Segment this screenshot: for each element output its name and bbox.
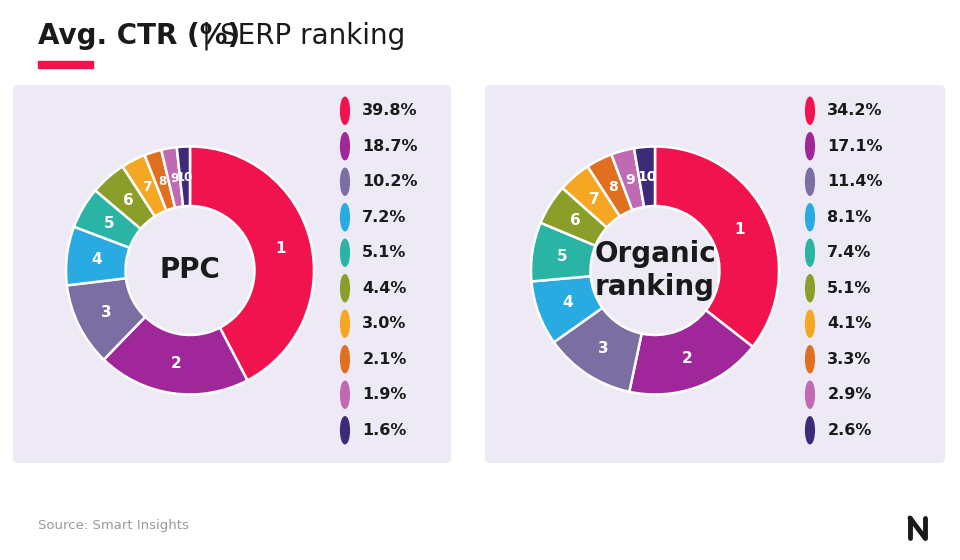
Circle shape bbox=[805, 97, 814, 124]
Wedge shape bbox=[655, 147, 779, 347]
Text: 9: 9 bbox=[626, 173, 636, 187]
Wedge shape bbox=[161, 147, 183, 208]
Wedge shape bbox=[190, 147, 314, 380]
Circle shape bbox=[341, 204, 349, 231]
Wedge shape bbox=[104, 317, 248, 394]
Wedge shape bbox=[66, 227, 130, 286]
Text: 6: 6 bbox=[570, 213, 581, 228]
Text: 8.1%: 8.1% bbox=[828, 210, 872, 225]
Text: Source: Smart Insights: Source: Smart Insights bbox=[38, 519, 189, 532]
Wedge shape bbox=[563, 166, 620, 227]
Wedge shape bbox=[67, 278, 145, 360]
FancyBboxPatch shape bbox=[13, 85, 451, 463]
Circle shape bbox=[341, 275, 349, 302]
Circle shape bbox=[341, 133, 349, 160]
Wedge shape bbox=[554, 308, 641, 392]
Text: 18.7%: 18.7% bbox=[362, 139, 418, 154]
Text: 9: 9 bbox=[170, 172, 179, 185]
Text: 17.1%: 17.1% bbox=[828, 139, 883, 154]
Text: 4.1%: 4.1% bbox=[828, 316, 872, 332]
Text: PPC: PPC bbox=[159, 256, 221, 284]
Wedge shape bbox=[532, 276, 603, 342]
Text: 4: 4 bbox=[562, 295, 572, 310]
Circle shape bbox=[805, 133, 814, 160]
Text: 7.4%: 7.4% bbox=[828, 245, 872, 260]
Text: Organic
ranking: Organic ranking bbox=[594, 240, 716, 301]
Text: 3.0%: 3.0% bbox=[362, 316, 407, 332]
Circle shape bbox=[805, 346, 814, 373]
Text: 2.6%: 2.6% bbox=[828, 423, 872, 438]
Text: 34.2%: 34.2% bbox=[828, 103, 883, 118]
Text: 8: 8 bbox=[608, 180, 617, 194]
Circle shape bbox=[341, 417, 349, 444]
Text: 7: 7 bbox=[142, 180, 152, 194]
Circle shape bbox=[805, 417, 814, 444]
Text: 5: 5 bbox=[557, 249, 567, 264]
Wedge shape bbox=[540, 188, 607, 246]
Text: 7: 7 bbox=[588, 192, 599, 207]
Text: 7.2%: 7.2% bbox=[362, 210, 407, 225]
Circle shape bbox=[805, 168, 814, 195]
Text: 1: 1 bbox=[276, 241, 286, 256]
Text: | SERP ranking: | SERP ranking bbox=[193, 21, 405, 50]
Circle shape bbox=[805, 275, 814, 302]
Text: 5: 5 bbox=[104, 216, 114, 231]
Text: 39.8%: 39.8% bbox=[362, 103, 418, 118]
Wedge shape bbox=[531, 223, 595, 282]
Text: 2: 2 bbox=[171, 356, 182, 371]
Text: Avg. CTR (%): Avg. CTR (%) bbox=[38, 22, 240, 50]
Wedge shape bbox=[612, 148, 644, 210]
Text: 1: 1 bbox=[733, 222, 744, 237]
Text: 10: 10 bbox=[177, 170, 193, 184]
Text: 10: 10 bbox=[637, 170, 657, 184]
Text: 3: 3 bbox=[598, 341, 609, 356]
Text: 2.9%: 2.9% bbox=[828, 388, 872, 402]
Circle shape bbox=[341, 97, 349, 124]
Wedge shape bbox=[634, 147, 655, 207]
Circle shape bbox=[805, 204, 814, 231]
Wedge shape bbox=[588, 155, 633, 216]
Circle shape bbox=[805, 381, 814, 408]
Text: 5.1%: 5.1% bbox=[828, 281, 872, 296]
Circle shape bbox=[341, 381, 349, 408]
Text: 6: 6 bbox=[123, 193, 133, 208]
FancyBboxPatch shape bbox=[485, 85, 945, 463]
Wedge shape bbox=[177, 147, 190, 207]
Circle shape bbox=[341, 310, 349, 337]
Wedge shape bbox=[95, 166, 155, 229]
Text: 3: 3 bbox=[101, 305, 111, 320]
Text: 10.2%: 10.2% bbox=[362, 174, 418, 189]
Text: 3.3%: 3.3% bbox=[828, 352, 872, 367]
Circle shape bbox=[341, 346, 349, 373]
Wedge shape bbox=[123, 155, 166, 216]
Text: 8: 8 bbox=[157, 175, 166, 188]
Bar bbox=[38, 61, 93, 68]
Text: 2: 2 bbox=[682, 351, 692, 366]
Text: 4.4%: 4.4% bbox=[362, 281, 407, 296]
Circle shape bbox=[341, 239, 349, 266]
Text: 11.4%: 11.4% bbox=[828, 174, 883, 189]
Text: 1.9%: 1.9% bbox=[362, 388, 407, 402]
Text: 2.1%: 2.1% bbox=[362, 352, 407, 367]
Wedge shape bbox=[629, 310, 753, 394]
Wedge shape bbox=[74, 190, 141, 248]
Wedge shape bbox=[145, 150, 175, 211]
Circle shape bbox=[805, 239, 814, 266]
Circle shape bbox=[805, 310, 814, 337]
Text: 4: 4 bbox=[92, 252, 103, 267]
Text: 1.6%: 1.6% bbox=[362, 423, 407, 438]
Text: 5.1%: 5.1% bbox=[362, 245, 407, 260]
Circle shape bbox=[341, 168, 349, 195]
